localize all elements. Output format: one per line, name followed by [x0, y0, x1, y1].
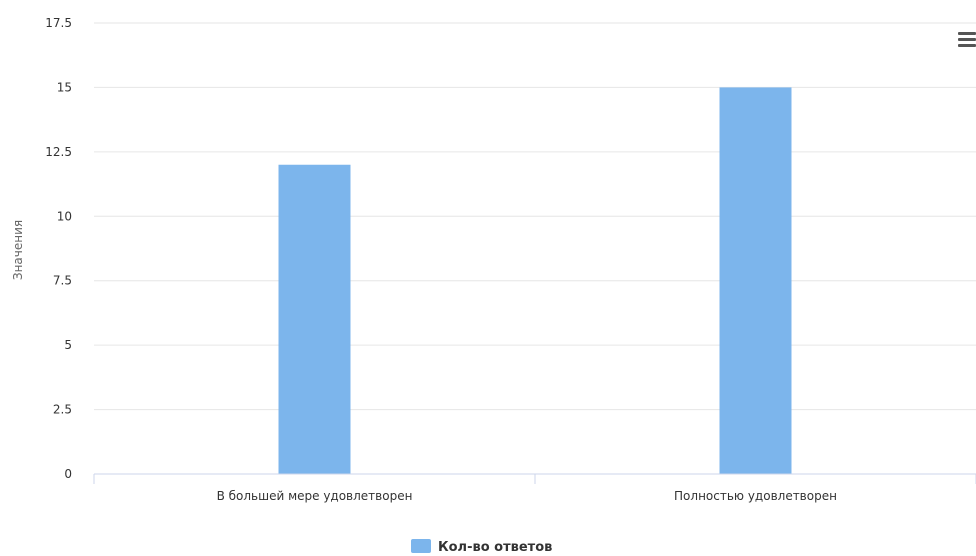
y-tick-label: 17.5 — [45, 16, 72, 30]
y-tick-label: 12.5 — [45, 145, 72, 159]
bar[interactable] — [719, 87, 792, 474]
y-tick-label: 15 — [57, 80, 72, 94]
hamburger-menu-icon[interactable] — [958, 32, 976, 48]
legend-label[interactable]: Кол-во ответов — [438, 540, 552, 555]
y-tick-label: 2.5 — [53, 403, 72, 417]
bar[interactable] — [278, 164, 351, 474]
x-category-label: Полностью удовлетворен — [674, 489, 837, 503]
y-axis-title: Значения — [11, 220, 25, 280]
legend-swatch[interactable] — [411, 539, 431, 553]
x-axis-category-labels: В большей мере удовлетворен Полностью удо… — [217, 489, 837, 503]
grid-lines — [94, 22, 976, 411]
bars — [278, 87, 792, 474]
x-category-label: В большей мере удовлетворен — [217, 489, 413, 503]
y-axis-tick-labels: 0 2.5 5 7.5 10 12.5 15 17.5 — [45, 16, 72, 481]
y-tick-label: 5 — [64, 338, 72, 352]
y-tick-label: 10 — [57, 209, 72, 223]
y-tick-label: 7.5 — [53, 274, 72, 288]
y-tick-label: 0 — [64, 467, 72, 481]
x-axis — [93, 473, 976, 484]
legend[interactable]: Кол-во ответов — [411, 539, 552, 555]
